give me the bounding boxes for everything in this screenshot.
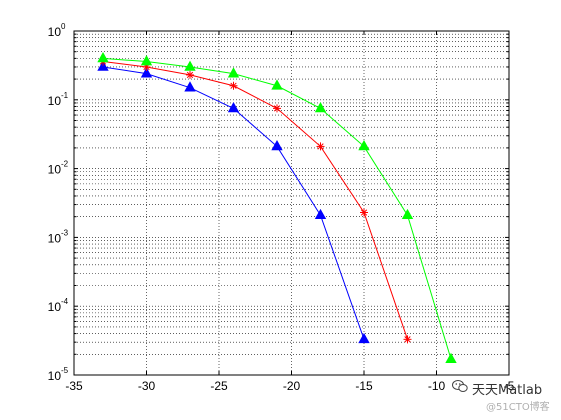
data-point bbox=[184, 81, 196, 92]
data-point bbox=[140, 55, 153, 66]
x-tick-label: -25 bbox=[210, 379, 228, 393]
data-point bbox=[358, 332, 370, 344]
data-point bbox=[358, 140, 370, 151]
axes: -35 -30 -25 -20 -15 -10 -510 010 -110 -210 -310 -41… bbox=[48, 22, 515, 393]
x-tick-label: -5 bbox=[504, 379, 515, 393]
data-point bbox=[403, 335, 412, 344]
data-point bbox=[360, 208, 368, 217]
grid bbox=[74, 31, 509, 375]
series bbox=[97, 51, 457, 363]
data-point bbox=[271, 140, 283, 151]
y-tick-label: 10 bbox=[48, 94, 62, 108]
y-tick-label: 10 bbox=[48, 300, 62, 314]
data-point bbox=[186, 70, 194, 79]
x-tick-label: -35 bbox=[65, 379, 83, 393]
y-tick-exponent: -3 bbox=[61, 228, 69, 237]
data-point bbox=[140, 67, 153, 78]
data-point bbox=[445, 352, 457, 363]
data-point bbox=[401, 208, 414, 220]
data-point bbox=[97, 60, 109, 71]
data-point bbox=[273, 104, 281, 113]
data-point bbox=[316, 142, 325, 151]
data-point bbox=[227, 67, 240, 78]
y-tick-label: 10 bbox=[48, 369, 62, 383]
x-tick-label: -10 bbox=[428, 379, 446, 393]
y-tick-exponent: -1 bbox=[61, 91, 69, 100]
data-point bbox=[229, 81, 238, 90]
data-point bbox=[227, 101, 240, 113]
y-tick-label: 10 bbox=[48, 163, 62, 177]
data-point bbox=[184, 60, 196, 71]
x-tick-label: -15 bbox=[355, 379, 373, 393]
y-tick-exponent: -4 bbox=[61, 297, 69, 306]
wechat-icon bbox=[452, 380, 468, 392]
data-point bbox=[314, 101, 327, 113]
series-line-2 bbox=[102, 61, 408, 340]
data-point bbox=[97, 51, 109, 63]
y-tick-label: 10 bbox=[48, 25, 62, 39]
x-tick-label: -20 bbox=[283, 379, 301, 393]
data-point bbox=[314, 208, 327, 220]
x-tick-label: -30 bbox=[138, 379, 156, 393]
y-tick-exponent: -2 bbox=[61, 160, 69, 169]
watermark-subtext: @51CTO博客 bbox=[486, 402, 550, 413]
data-point bbox=[271, 79, 283, 90]
y-tick-exponent: 0 bbox=[61, 22, 66, 31]
y-tick-exponent: -5 bbox=[61, 366, 69, 375]
watermark-text: 天天Matlab bbox=[472, 383, 543, 398]
y-tick-label: 10 bbox=[48, 231, 62, 245]
